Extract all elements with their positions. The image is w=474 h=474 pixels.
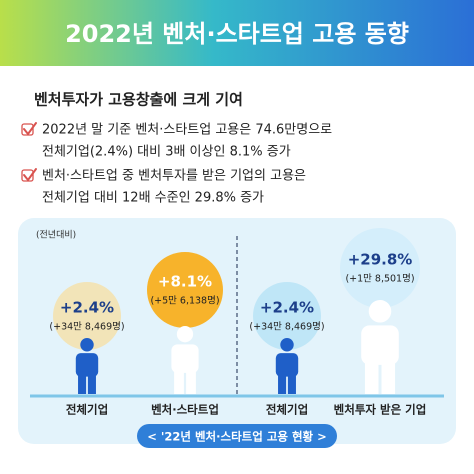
change-detail: (+34만 8,469명) bbox=[49, 322, 124, 333]
category-label: 벤처투자 받은 기업 bbox=[334, 403, 427, 417]
check-box bbox=[21, 123, 34, 136]
person-leg bbox=[278, 371, 287, 394]
person-torso bbox=[361, 325, 399, 365]
change-value: +2.4% bbox=[260, 299, 314, 317]
person-torso bbox=[75, 353, 99, 377]
person-head bbox=[80, 338, 94, 352]
bullet-line: 벤처·스타트업 중 벤처투자를 받은 기업의 고용은 bbox=[42, 169, 306, 184]
change-bubble bbox=[340, 228, 420, 308]
bullet-line: 전체기업 대비 12배 수준인 29.8% 증가 bbox=[42, 191, 264, 206]
person-icon bbox=[171, 326, 199, 394]
person-icon bbox=[275, 338, 299, 394]
person-leg bbox=[364, 356, 379, 394]
change-detail: (+34만 8,469명) bbox=[249, 322, 324, 333]
check-mark bbox=[23, 168, 37, 182]
person-leg bbox=[186, 367, 196, 394]
category-label: 전체기업 bbox=[66, 403, 108, 417]
footer: < '22년 벤처·스타트업 고용 현황 > bbox=[147, 430, 327, 444]
person-leg bbox=[78, 371, 87, 394]
person-icon bbox=[361, 300, 399, 394]
check-box bbox=[21, 169, 34, 182]
check-mark bbox=[23, 122, 37, 136]
person-torso bbox=[275, 353, 299, 377]
person-leg bbox=[381, 356, 396, 394]
person-head bbox=[368, 300, 392, 323]
person-head bbox=[280, 338, 294, 352]
person-torso bbox=[171, 344, 199, 373]
person-leg bbox=[87, 371, 96, 394]
subtitle: 벤처투자가 고용창출에 크게 기여 bbox=[34, 91, 243, 109]
change-bubble bbox=[147, 252, 223, 328]
category-label: 벤처·스타트업 bbox=[151, 403, 219, 417]
person-icon bbox=[75, 338, 99, 394]
change-value: +8.1% bbox=[158, 273, 212, 291]
footer-pill bbox=[137, 424, 337, 448]
change-bubble bbox=[53, 282, 121, 350]
header-banner bbox=[0, 0, 474, 66]
change-value: +2.4% bbox=[60, 299, 114, 317]
bullet-line: 2022년 말 기준 벤처·스타트업 고용은 74.6만명으로 bbox=[42, 123, 332, 138]
panel-note: (전년대비) bbox=[36, 230, 76, 241]
change-detail: (+1만 8,501명) bbox=[345, 274, 414, 285]
bullet-line: 전체기업(2.4%) 대비 3배 이상인 8.1% 증가 bbox=[42, 145, 291, 160]
change-detail: (+5만 6,138명) bbox=[150, 296, 219, 307]
category-label: 전체기업 bbox=[266, 403, 308, 417]
change-bubble bbox=[253, 282, 321, 350]
title: 2022년 벤처·스타트업 고용 동향 bbox=[65, 20, 409, 48]
person-leg bbox=[174, 367, 184, 394]
person-head bbox=[176, 326, 194, 343]
change-value: +29.8% bbox=[348, 251, 413, 269]
person-leg bbox=[287, 371, 296, 394]
